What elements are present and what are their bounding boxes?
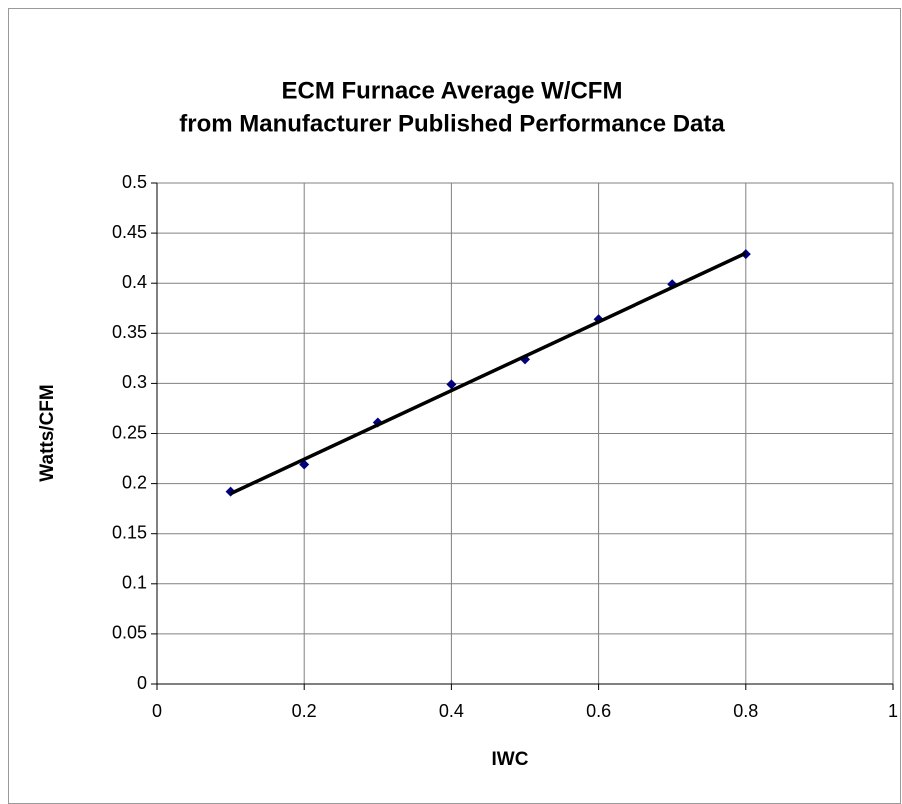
x-tick-label: 0.4	[439, 701, 464, 721]
y-tick-label: 0.4	[122, 272, 147, 292]
y-tick-label: 0.25	[112, 422, 147, 442]
y-tick-label: 0.5	[122, 172, 147, 192]
y-tick-label: 0.3	[122, 372, 147, 392]
y-tick-label: 0.2	[122, 472, 147, 492]
x-tick-label: 0.6	[586, 701, 611, 721]
y-tick-label: 0.45	[112, 222, 147, 242]
x-tick-label: 1	[888, 701, 898, 721]
y-tick-label: 0.1	[122, 573, 147, 593]
x-tick-label: 0.8	[733, 701, 758, 721]
data-point	[446, 379, 457, 390]
y-axis-label: Watts/CFM	[37, 384, 58, 481]
x-tick-label: 0	[152, 701, 162, 721]
trendline	[229, 251, 747, 496]
y-tick-label: 0.05	[112, 623, 147, 643]
chart-title: from Manufacturer Published Performance …	[179, 110, 725, 137]
x-tick-label: 0.2	[292, 701, 317, 721]
x-axis-label: IWC	[492, 749, 529, 770]
y-tick-label: 0	[137, 673, 147, 693]
y-tick-label: 0.15	[112, 522, 147, 542]
y-tick-label: 0.35	[112, 322, 147, 342]
chart-title: ECM Furnace Average W/CFM	[282, 77, 623, 104]
